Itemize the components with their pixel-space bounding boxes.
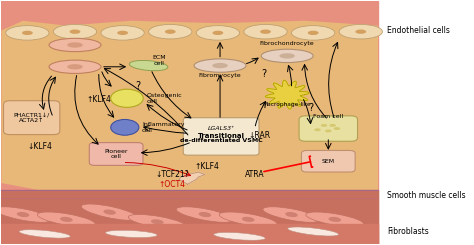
Ellipse shape [49,60,101,74]
Text: ↑KLF4: ↑KLF4 [86,95,111,104]
Text: ↓RAR: ↓RAR [248,131,270,140]
Ellipse shape [6,26,49,40]
Ellipse shape [194,59,246,72]
Polygon shape [179,172,205,184]
FancyBboxPatch shape [3,101,60,135]
FancyBboxPatch shape [299,116,357,141]
FancyBboxPatch shape [183,118,259,155]
Ellipse shape [151,219,164,224]
Ellipse shape [54,24,97,39]
Ellipse shape [128,214,186,229]
Ellipse shape [82,204,138,220]
Ellipse shape [111,89,143,107]
Text: Pioneer
cell: Pioneer cell [104,148,128,159]
Ellipse shape [242,217,255,222]
Ellipse shape [176,207,234,222]
Text: ↑OCT4: ↑OCT4 [159,180,186,189]
Text: Inflammatory
cell: Inflammatory cell [142,122,184,133]
Polygon shape [265,80,309,109]
Ellipse shape [339,24,383,39]
Text: Fibromyocyte: Fibromyocyte [199,73,241,78]
Ellipse shape [212,63,228,68]
Ellipse shape [321,124,327,127]
Bar [1,1,378,244]
Ellipse shape [263,207,320,222]
Ellipse shape [101,26,144,40]
Text: ?: ? [135,81,140,91]
Text: Fibroblasts: Fibroblasts [387,227,428,236]
Ellipse shape [314,128,321,131]
Ellipse shape [22,31,33,35]
Polygon shape [1,21,378,207]
Ellipse shape [103,209,116,215]
Text: ECM
cell: ECM cell [153,55,166,66]
Ellipse shape [306,212,364,227]
Text: Transitional: Transitional [198,133,245,139]
Ellipse shape [19,230,70,238]
Text: Endothelial cells: Endothelial cells [387,26,450,35]
Ellipse shape [67,64,83,69]
Text: Osteogenic
cell: Osteogenic cell [146,93,182,104]
Ellipse shape [199,212,211,217]
Ellipse shape [261,49,313,62]
Ellipse shape [260,29,271,34]
Bar [1,224,378,244]
Ellipse shape [0,207,52,222]
Ellipse shape [60,217,73,222]
Ellipse shape [67,42,83,48]
Ellipse shape [219,212,277,227]
Ellipse shape [17,212,29,217]
Text: Macrophage-like: Macrophage-like [263,102,311,107]
Text: Foam cell: Foam cell [313,114,343,119]
Text: de-differentiated VSMC: de-differentiated VSMC [180,138,263,143]
Ellipse shape [165,29,176,34]
Text: LGALS3⁺: LGALS3⁺ [208,126,235,131]
Ellipse shape [285,212,298,217]
Text: ?: ? [309,103,313,113]
Ellipse shape [214,233,265,240]
Text: Smooth muscle cells: Smooth muscle cells [387,191,465,200]
Ellipse shape [105,230,157,238]
Ellipse shape [244,24,287,39]
Bar [1,190,378,244]
Ellipse shape [334,127,340,130]
Ellipse shape [292,26,335,40]
Text: ↓KLF4: ↓KLF4 [28,142,53,151]
Ellipse shape [325,130,331,133]
Ellipse shape [37,212,95,227]
Ellipse shape [117,31,128,35]
Ellipse shape [111,120,139,135]
Text: ↓TCF21?: ↓TCF21? [155,170,189,179]
Ellipse shape [129,61,168,71]
Ellipse shape [149,24,192,39]
Ellipse shape [356,29,366,34]
Ellipse shape [308,31,319,35]
FancyBboxPatch shape [89,143,143,165]
Ellipse shape [49,38,101,52]
Text: ATRA: ATRA [245,170,264,179]
Ellipse shape [279,53,295,59]
Ellipse shape [329,124,336,127]
Text: ?: ? [261,69,266,79]
Text: SEM: SEM [322,159,335,164]
Ellipse shape [328,217,341,222]
Text: Fibrochondrocyte: Fibrochondrocyte [260,41,314,46]
Text: ↑KLF4: ↑KLF4 [195,162,219,171]
Text: PHACTR1↓/
ACTA2↑: PHACTR1↓/ ACTA2↑ [14,112,50,123]
Ellipse shape [288,227,338,236]
Ellipse shape [196,26,239,40]
Ellipse shape [70,29,81,34]
Ellipse shape [212,31,223,35]
FancyBboxPatch shape [301,150,355,172]
